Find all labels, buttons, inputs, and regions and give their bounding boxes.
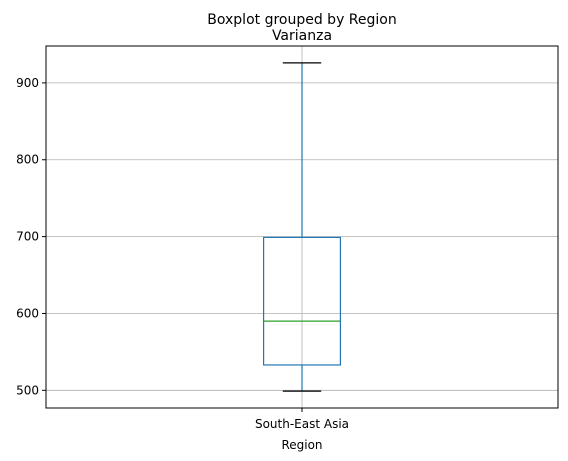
x-tick-label: South-East Asia [255,417,349,431]
chart-suptitle: Boxplot grouped by Region [207,12,396,28]
y-tick-label: 700 [16,230,39,244]
x-axis-label: Region [281,438,322,452]
y-tick-label: 500 [16,383,39,397]
y-tick-label: 800 [16,153,39,167]
chart-title: Varianza [272,28,332,44]
y-tick-label: 900 [16,76,39,90]
y-tick-label: 600 [16,306,39,320]
x-axis-ticks: South-East Asia [255,408,349,431]
y-axis-ticks: 500 600 700 800 900 [16,76,46,397]
